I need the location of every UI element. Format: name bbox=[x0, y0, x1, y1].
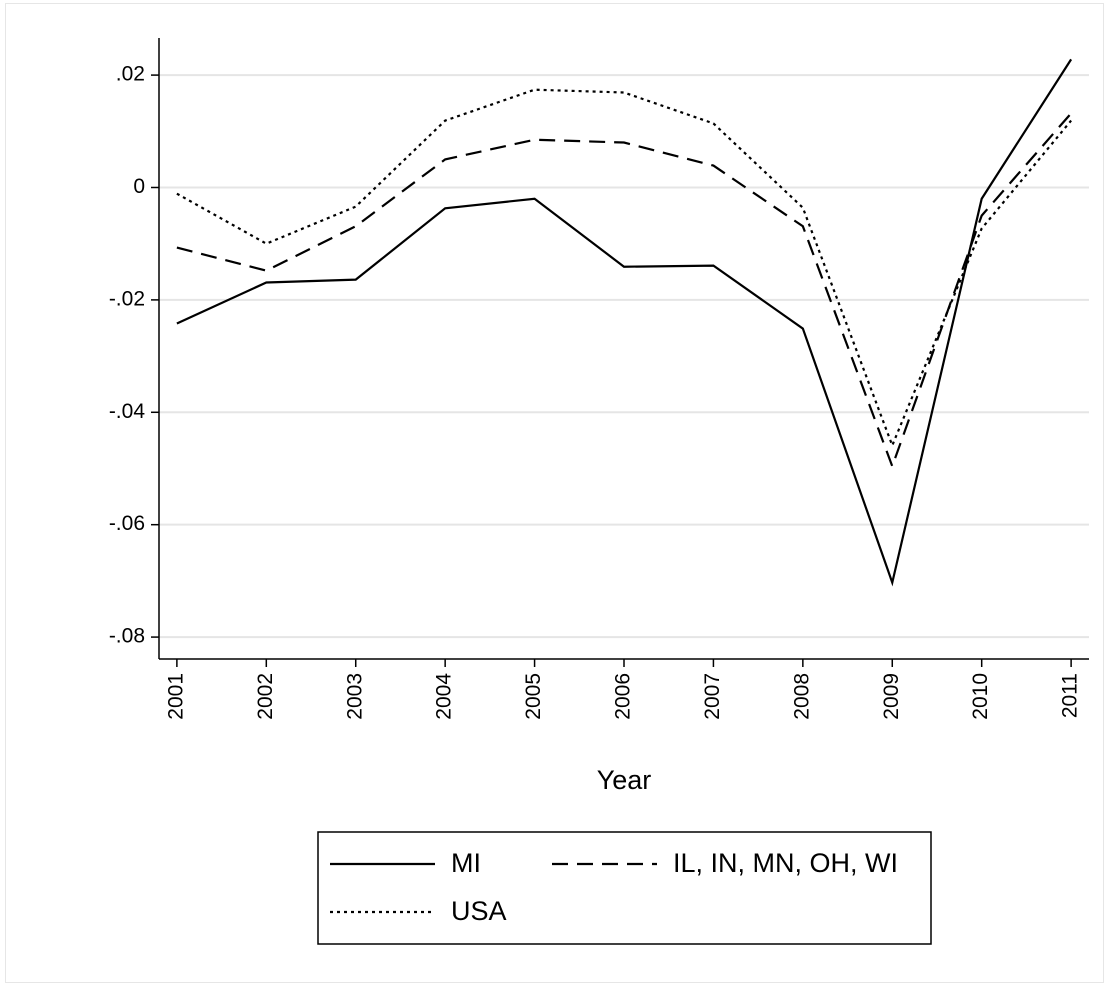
legend-label: MI bbox=[451, 848, 481, 878]
y-tick-label: -.06 bbox=[109, 512, 145, 535]
x-tick-label: 2005 bbox=[522, 673, 545, 720]
legend-label: IL, IN, MN, OH, WI bbox=[673, 848, 898, 878]
x-tick-label: 2008 bbox=[790, 673, 813, 720]
x-tick-label: 2004 bbox=[433, 673, 456, 720]
series-line bbox=[176, 88, 1072, 449]
y-tick-label: 0 bbox=[133, 175, 145, 198]
legend: MI IL, IN, MN, OH, WI USA bbox=[317, 831, 932, 945]
frame bbox=[5, 3, 1104, 983]
x-tick-label: 2001 bbox=[164, 673, 187, 720]
x-tick-label: 2010 bbox=[969, 673, 992, 720]
x-tick-label: 2002 bbox=[254, 673, 277, 720]
series-line bbox=[176, 112, 1072, 470]
legend-box bbox=[317, 831, 932, 945]
y-tick-label: -.04 bbox=[109, 400, 146, 423]
y-tick-label: .02 bbox=[116, 63, 145, 86]
x-axis-title: Year bbox=[597, 765, 652, 795]
legend-label: USA bbox=[451, 896, 507, 926]
series-line bbox=[176, 58, 1073, 587]
x-tick-label: 2006 bbox=[612, 673, 635, 720]
y-tick-label: -.08 bbox=[109, 625, 145, 648]
y-tick-label: -.02 bbox=[109, 287, 145, 310]
x-tick-label: 2003 bbox=[343, 673, 366, 720]
x-tick-label: 2011 bbox=[1059, 673, 1082, 718]
x-tick-label: 2009 bbox=[880, 673, 903, 720]
x-tick-label: 2007 bbox=[701, 673, 724, 720]
